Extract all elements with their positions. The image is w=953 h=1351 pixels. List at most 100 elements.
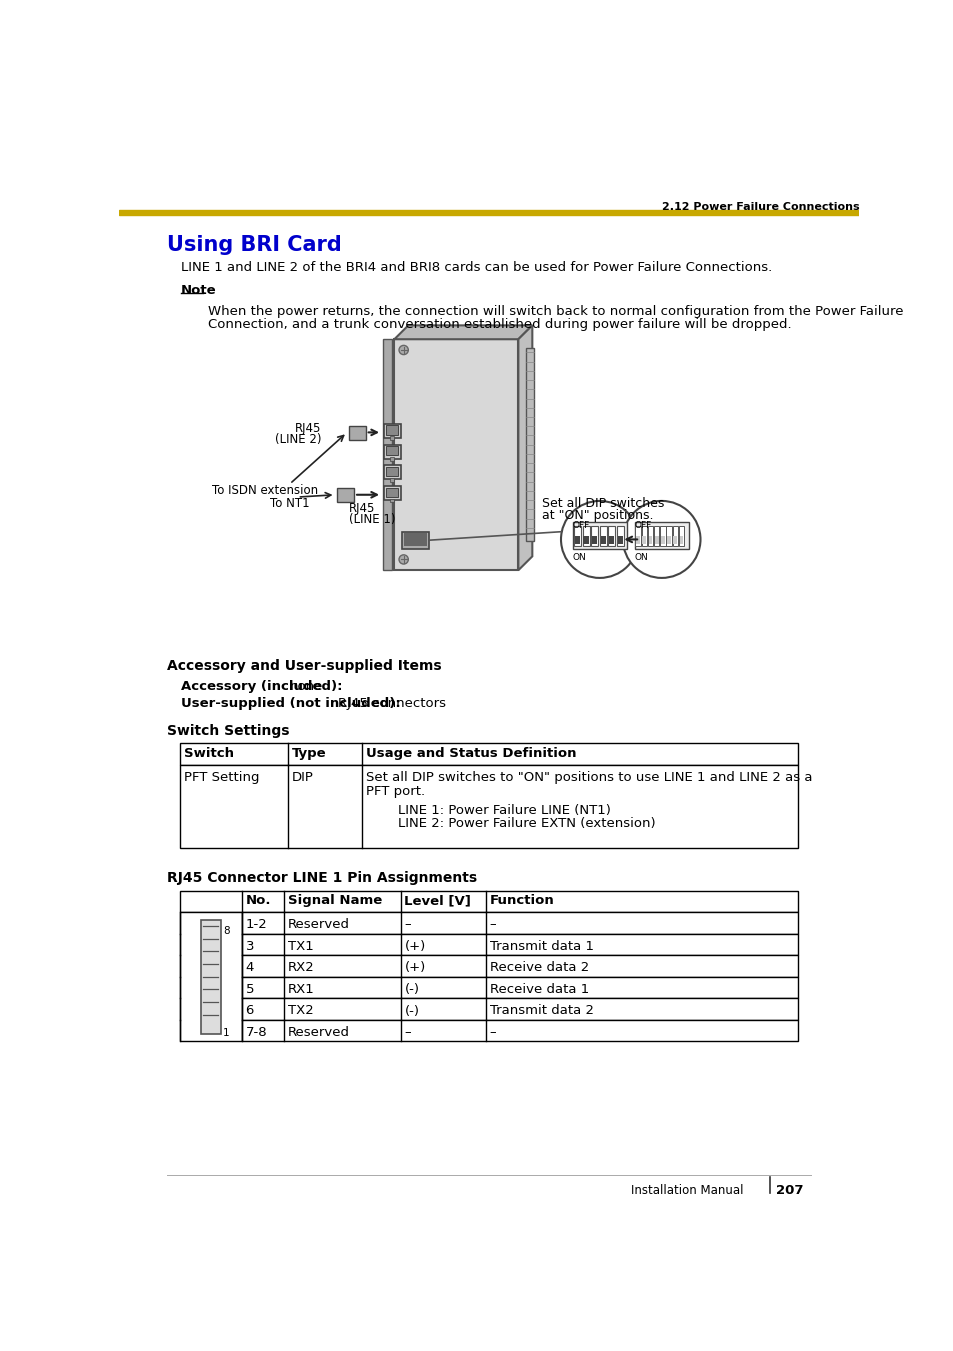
Bar [634, 523, 688, 550]
Text: 8: 8 [223, 925, 230, 936]
Bar [572, 523, 626, 550]
Bar [525, 349, 534, 540]
Text: 1-2: 1-2 [245, 919, 267, 931]
Text: (LINE 1): (LINE 1) [348, 513, 395, 527]
Text: 2.12 Power Failure Connections: 2.12 Power Failure Connections [661, 203, 859, 212]
Text: (+): (+) [404, 962, 425, 974]
Text: ON: ON [634, 554, 648, 562]
Text: RX1: RX1 [288, 984, 314, 996]
Bar [599, 535, 605, 544]
Text: Reserved: Reserved [288, 1025, 350, 1039]
Text: PFT Setting: PFT Setting [183, 771, 259, 784]
Bar [666, 527, 671, 546]
Bar [660, 535, 664, 544]
Text: No.: No. [245, 894, 271, 908]
Bar [599, 527, 606, 546]
Text: LINE 2: Power Failure EXTN (extension): LINE 2: Power Failure EXTN (extension) [381, 817, 655, 831]
Bar [679, 535, 682, 544]
Text: 7-8: 7-8 [245, 1025, 267, 1039]
Bar [179, 765, 798, 848]
Bar [119, 209, 858, 215]
Bar [383, 486, 400, 500]
Text: DIP: DIP [292, 771, 314, 784]
Text: To ISDN extension: To ISDN extension [212, 484, 318, 497]
Text: Transmit data 1: Transmit data 1 [489, 940, 593, 952]
Bar [648, 535, 652, 544]
Text: Set all DIP switches: Set all DIP switches [541, 497, 663, 511]
Text: 4: 4 [245, 962, 253, 974]
Bar [179, 912, 241, 1042]
Bar [241, 1020, 798, 1042]
Text: Note: Note [181, 284, 216, 297]
Bar [241, 955, 798, 977]
Bar [647, 527, 653, 546]
Bar [390, 499, 394, 503]
Bar [383, 466, 400, 480]
Text: Usage and Status Definition: Usage and Status Definition [365, 747, 576, 761]
Bar [673, 535, 677, 544]
Polygon shape [394, 326, 532, 339]
Bar [179, 743, 798, 765]
Text: Switch Settings: Switch Settings [167, 724, 290, 738]
Circle shape [622, 501, 700, 578]
Bar [390, 478, 394, 482]
Text: Receive data 1: Receive data 1 [489, 984, 588, 996]
Text: PFT port.: PFT port. [365, 785, 424, 798]
Text: ON: ON [572, 554, 586, 562]
Bar [666, 535, 670, 544]
Bar [385, 426, 397, 435]
Text: Transmit data 2: Transmit data 2 [489, 1005, 593, 1017]
Text: (+): (+) [404, 940, 425, 952]
Bar [672, 527, 678, 546]
Text: RJ45: RJ45 [348, 503, 375, 516]
Bar [241, 998, 798, 1020]
Text: RX2: RX2 [288, 962, 314, 974]
Text: Set all DIP switches to "ON" positions to use LINE 1 and LINE 2 as a: Set all DIP switches to "ON" positions t… [365, 771, 811, 784]
Text: –: – [404, 1025, 411, 1039]
Text: LINE 1: Power Failure LINE (NT1): LINE 1: Power Failure LINE (NT1) [381, 804, 611, 816]
Bar [636, 535, 639, 544]
Bar [582, 527, 589, 546]
Bar [385, 467, 397, 477]
Bar [241, 977, 798, 998]
Bar [383, 444, 400, 458]
Text: 6: 6 [245, 1005, 253, 1017]
Text: Accessory and User-supplied Items: Accessory and User-supplied Items [167, 659, 441, 673]
Text: Type: Type [292, 747, 326, 761]
Text: Switch: Switch [183, 747, 233, 761]
Bar [402, 532, 429, 549]
Bar [617, 527, 623, 546]
Bar [641, 535, 645, 544]
Text: OFF: OFF [572, 521, 589, 530]
Bar [385, 446, 397, 455]
Bar [641, 527, 646, 546]
Circle shape [560, 501, 638, 578]
Text: (-): (-) [404, 984, 419, 996]
Text: User-supplied (not included):: User-supplied (not included): [181, 697, 400, 711]
Bar [575, 535, 579, 544]
Text: When the power returns, the connection will switch back to normal configuration : When the power returns, the connection w… [208, 304, 902, 317]
Bar [592, 535, 597, 544]
Text: To NT1: To NT1 [270, 497, 310, 511]
Circle shape [398, 555, 408, 565]
Text: Using BRI Card: Using BRI Card [167, 235, 342, 255]
Text: Accessory (included):: Accessory (included): [181, 681, 342, 693]
Text: 5: 5 [245, 984, 253, 996]
Text: RJ45 connectors: RJ45 connectors [337, 697, 445, 711]
Bar [654, 535, 658, 544]
Bar [583, 535, 588, 544]
Text: Function: Function [489, 894, 554, 908]
Text: TX1: TX1 [288, 940, 314, 952]
Text: Connection, and a trunk conversation established during power failure will be dr: Connection, and a trunk conversation est… [208, 317, 791, 331]
Text: at "ON" positions.: at "ON" positions. [541, 508, 653, 521]
Bar [654, 527, 659, 546]
Text: 207: 207 [776, 1183, 803, 1197]
Text: Signal Name: Signal Name [288, 894, 382, 908]
Text: (LINE 2): (LINE 2) [274, 434, 321, 446]
Bar [383, 424, 400, 438]
Bar [382, 339, 392, 570]
Text: LINE 1 and LINE 2 of the BRI4 and BRI8 cards can be used for Power Failure Conne: LINE 1 and LINE 2 of the BRI4 and BRI8 c… [181, 261, 772, 274]
Bar [591, 527, 598, 546]
Bar [679, 527, 683, 546]
Bar [348, 426, 365, 440]
